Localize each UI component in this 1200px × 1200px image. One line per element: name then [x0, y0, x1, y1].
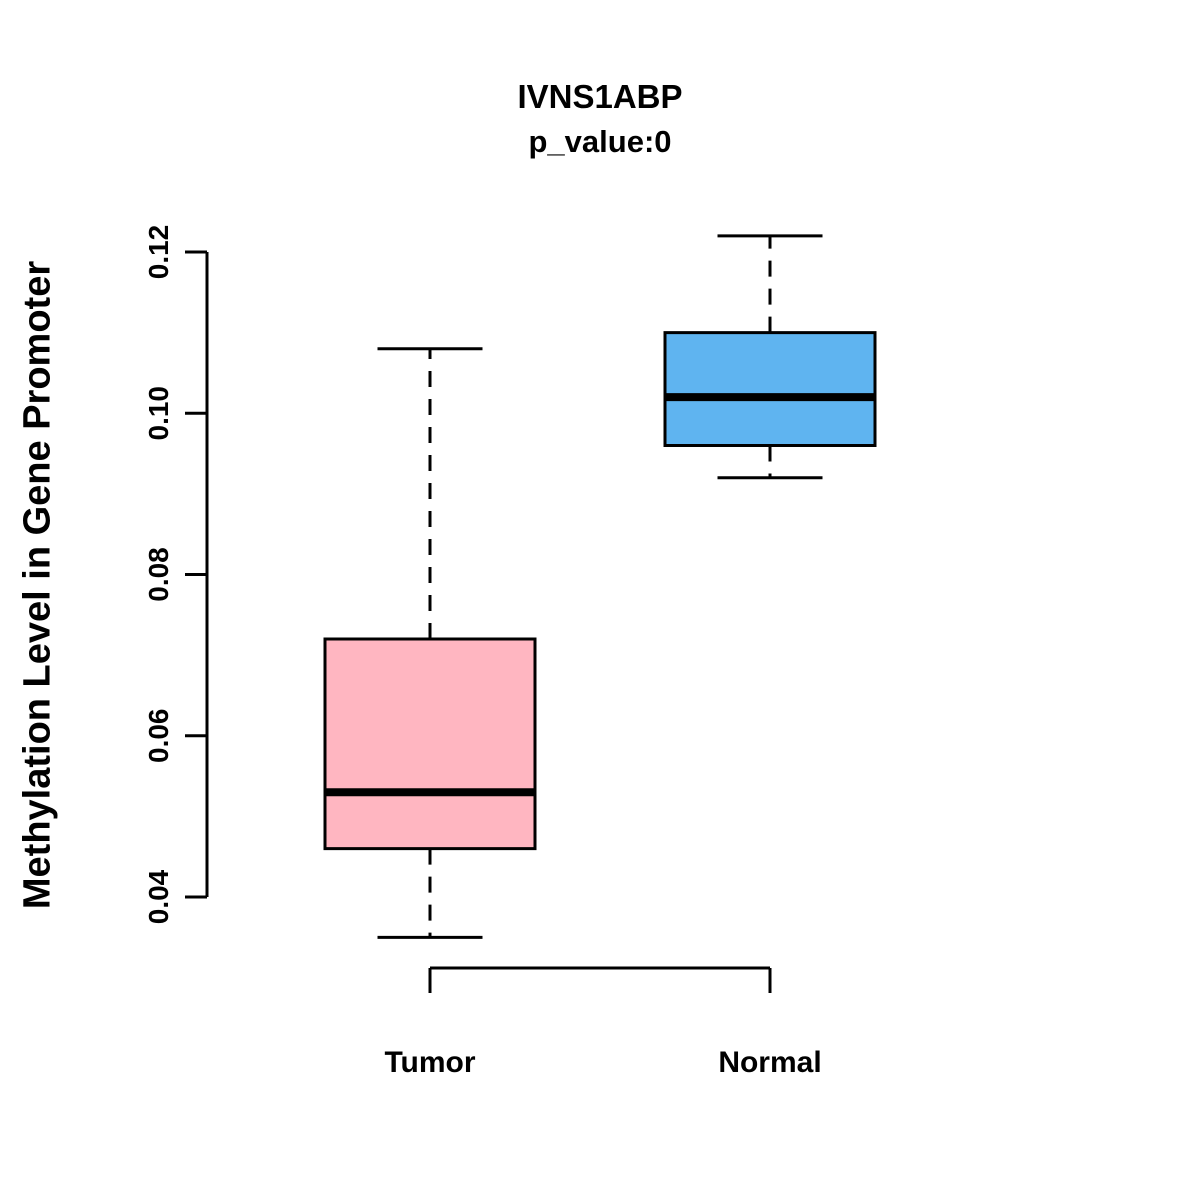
y-tick-label-4: 0.12: [143, 225, 174, 280]
x-category-label-tumor: Tumor: [384, 1046, 475, 1079]
chart-subtitle: p_value:0: [528, 124, 672, 159]
y-tick-label-3: 0.10: [143, 386, 174, 441]
y-tick-label-1: 0.06: [143, 709, 174, 764]
y-tick-label-2: 0.08: [143, 547, 174, 602]
y-tick-label-0: 0.04: [143, 869, 174, 924]
normal-box: [663, 331, 877, 447]
y-axis-label: Methylation Level in Gene Promoter: [16, 260, 59, 910]
x-category-label-normal: Normal: [718, 1046, 821, 1079]
chart-title: IVNS1ABP: [517, 78, 683, 115]
tumor-box: [323, 637, 537, 851]
